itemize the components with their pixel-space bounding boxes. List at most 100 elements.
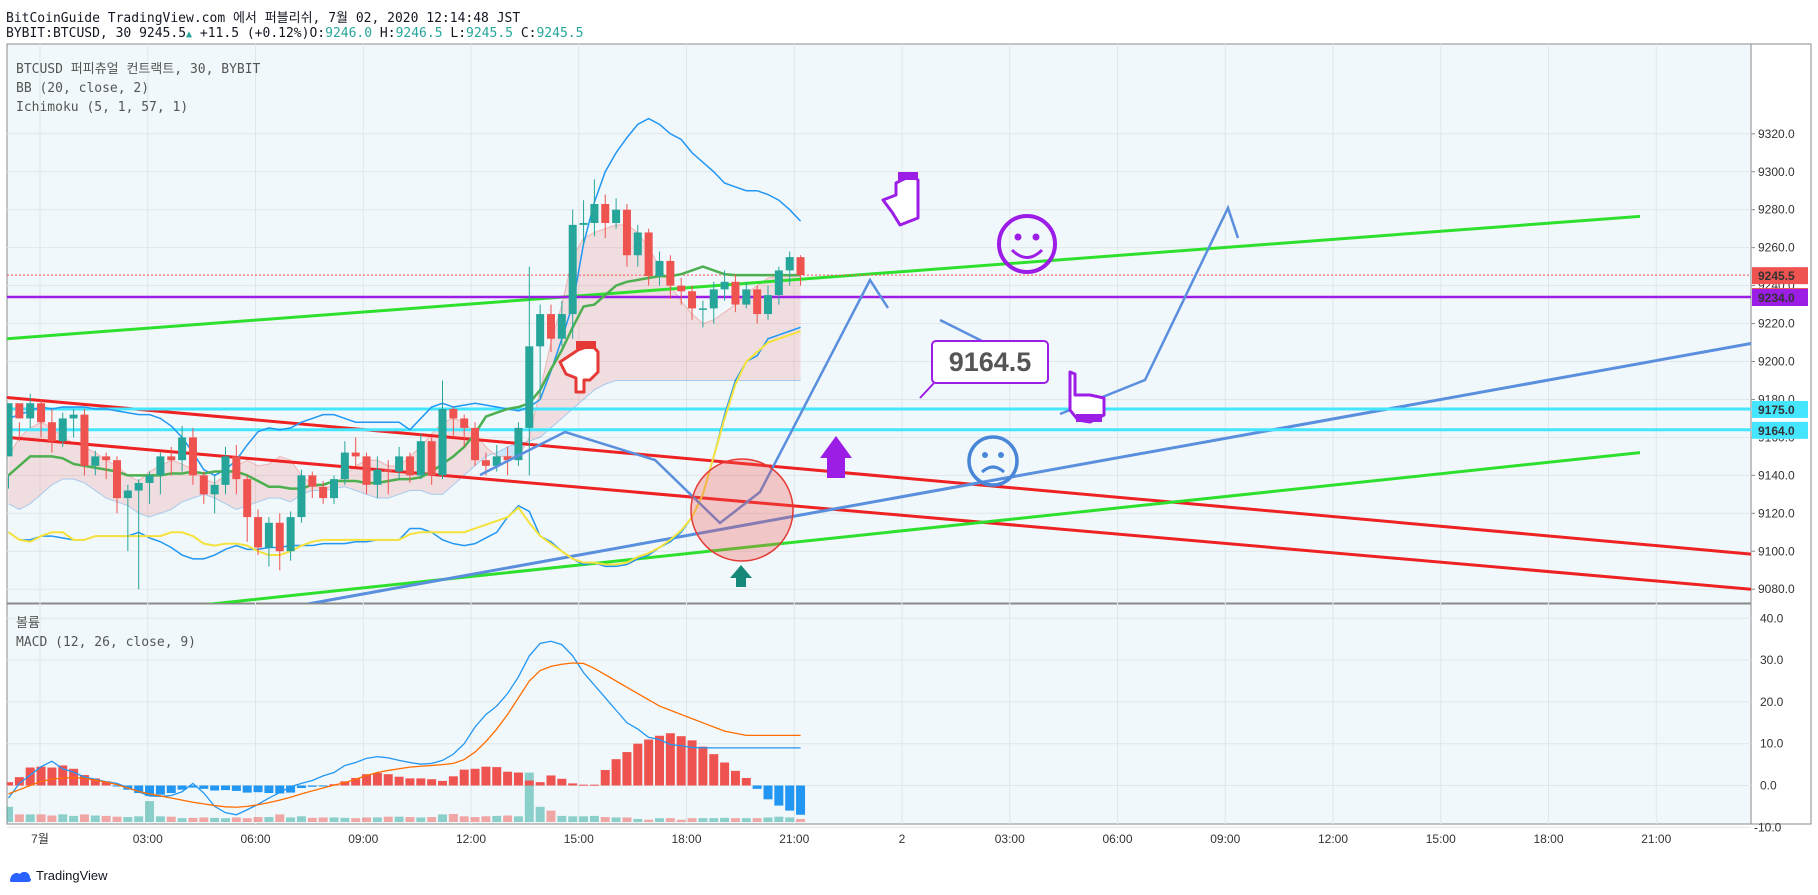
last-price: 9245.5 (139, 26, 187, 41)
macd-histogram-bar (579, 784, 589, 786)
volume-bar (655, 818, 664, 822)
candle-body (275, 522, 284, 552)
y-tick-label: 9200.0 (1758, 355, 1795, 369)
candle-body (405, 456, 414, 476)
volume-bar (611, 817, 621, 822)
y-tick-label: 9140.0 (1758, 468, 1795, 482)
candle-body (286, 517, 295, 552)
smile-mouth (1010, 248, 1044, 259)
candle-body (764, 295, 772, 315)
candle-body (395, 456, 404, 472)
x-tick-label: 03:00 (995, 832, 1025, 846)
candle-body (547, 314, 555, 339)
candle-body (178, 437, 187, 461)
sad-eye (998, 452, 1004, 458)
macd-histogram-bar (698, 746, 708, 786)
volume-bar (90, 815, 100, 822)
volume-bar (264, 817, 274, 822)
volume-bar (405, 817, 415, 822)
macd-histogram-bar (709, 754, 719, 786)
cloud-segment (648, 247, 660, 381)
cloud-segment (670, 285, 682, 381)
volume-bar (318, 817, 328, 822)
candle-body (47, 422, 56, 442)
volume-bar (513, 816, 523, 822)
macd-histogram-bar (655, 735, 664, 786)
lagging-line (7, 330, 801, 566)
close-value: 9245.5 (536, 26, 584, 41)
chart-canvas[interactable]: 9164.5 9080.09100.09120.09140.09160.0918… (0, 0, 1818, 862)
volume-bar (221, 818, 230, 822)
open-label: O: (309, 26, 326, 41)
volume-bar (579, 816, 589, 822)
publish-info: BitCoinGuide TradingView.com 에서 퍼블리쉬, 7월… (6, 11, 521, 26)
candle-body (655, 260, 664, 277)
macd-histogram-bar (79, 775, 89, 786)
cloud-segment (616, 224, 627, 381)
candle-body (384, 469, 393, 472)
price-callout-box (931, 340, 1049, 384)
candle-body (15, 403, 24, 419)
volume-bar (14, 814, 24, 822)
footer-brand[interactable]: TradingView (8, 868, 108, 883)
macd-histogram-bar (459, 769, 469, 786)
volume-bar (546, 810, 556, 822)
candle-body (254, 517, 263, 548)
macd-histogram-bar (730, 770, 740, 786)
candle-body (688, 291, 697, 309)
macd-histogram-bar (101, 781, 111, 786)
volume-bar (79, 814, 89, 822)
indicator-lines (7, 117, 802, 568)
green-channel-upper (7, 214, 1641, 341)
candle-body (612, 209, 621, 223)
x-axis-labels: 7월 03:00 06:00 09:00 12:00 15:00 18:00 21:00 2 03… (31, 832, 1671, 846)
x-tick-label: 09:00 (348, 832, 378, 846)
macd-histogram-bar (503, 771, 513, 786)
volume-bar (427, 817, 437, 822)
candle-body (134, 482, 143, 491)
sad-face-icon (967, 435, 1019, 487)
macd-histogram-bar (720, 762, 730, 786)
macd-histogram-bar (145, 785, 155, 796)
volume-bar (383, 816, 393, 822)
candle-body (416, 441, 425, 476)
candle-body (351, 452, 360, 457)
macd-histogram-bar (253, 785, 263, 793)
cloud-segment (30, 422, 42, 504)
annotations: 9164.5 (479, 172, 1240, 587)
candle-body (503, 456, 512, 461)
smile-face-icon (997, 214, 1057, 274)
x-tick-label: 15:00 (564, 832, 594, 846)
volume-bar (351, 818, 361, 822)
candle-body (232, 456, 241, 480)
candle-body (666, 260, 675, 286)
volume-bar (622, 817, 632, 822)
sad-mouth (980, 465, 1006, 474)
hand-cuff (898, 172, 918, 180)
candle-body (633, 232, 642, 256)
volume-bar (774, 816, 784, 822)
volume-bar (145, 801, 155, 822)
candle-body (91, 456, 100, 466)
macd-histogram-bar (221, 785, 230, 791)
cloud-segment (702, 319, 714, 381)
cloud-segment (279, 456, 291, 502)
candle-body (709, 289, 718, 309)
macd-histogram-bar (470, 768, 480, 786)
candle-body (481, 460, 490, 466)
volume-bar (448, 814, 458, 822)
candle-body (145, 475, 154, 483)
cloud-segment (778, 276, 790, 381)
volume-bar (752, 818, 762, 822)
macd-histogram-bar (633, 743, 643, 786)
volume-bar (210, 817, 220, 822)
candle-body (58, 418, 67, 442)
macd-tick-label: 20.0 (1760, 695, 1784, 709)
open-value: 9246.0 (325, 26, 373, 41)
macd-histogram-bar (622, 752, 632, 786)
price-tag (1752, 400, 1808, 418)
volume-bar (481, 816, 491, 822)
smile-eye (1032, 233, 1040, 241)
y-tick-label: 9320.0 (1758, 127, 1795, 141)
macd-histogram-bar (763, 785, 773, 800)
